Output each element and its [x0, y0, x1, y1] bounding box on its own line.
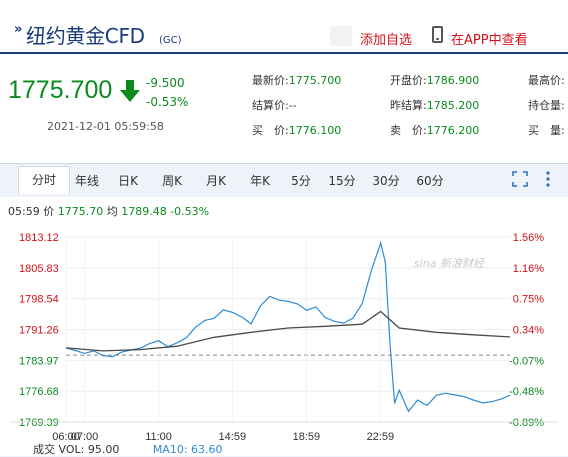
quote-field: 开盘价:1786.900 [390, 69, 479, 88]
chart-stat-line: 05:59 价 1775.70 均 1789.48 -0.53% [8, 203, 209, 219]
period-tabs: 分时 年线 日K 周K 月K 年K 5分 15分 30分 60分 [18, 166, 568, 194]
quote-field-label: 昨结算: [390, 99, 427, 112]
header-divider [0, 52, 568, 54]
quote-field-label: 买 量: [528, 124, 565, 137]
tab-5[interactable]: 年K [250, 174, 270, 188]
volume-value: VOL: 95.00 [58, 443, 120, 456]
price-change: -9.500 -0.53% [146, 74, 188, 112]
y-tick-pct: -0.89% [509, 417, 544, 429]
stat-avg-label: 均 [106, 205, 118, 218]
change-value: -9.500 [146, 76, 185, 90]
quote-field-value: 1775.700 [288, 74, 342, 87]
quote-field-value: 1785.200 [426, 99, 480, 112]
quote-field: 昨结算:1785.200 [390, 94, 479, 113]
y-tick-pct: -0.48% [509, 386, 544, 398]
x-tick-label: 22:59 [367, 431, 395, 443]
add-watchlist-button[interactable]: 添加自选 [360, 33, 413, 48]
watchlist-icon[interactable] [330, 26, 352, 46]
contract-code: (GC) [159, 35, 182, 46]
x-tick-label: 06:00 [52, 431, 80, 443]
change-percent: -0.53% [146, 95, 189, 109]
quote-field-value: -- [288, 99, 297, 112]
y-tick-pct: 1.16% [513, 263, 544, 275]
volume-line: 成交 VOL: 95.00 MA10: 63.60 [33, 441, 223, 457]
y-tick-label: 1776.68 [19, 386, 59, 398]
more-menu-icon[interactable] [544, 170, 552, 188]
chart-area [0, 197, 568, 456]
title-chevron-icon: » [14, 22, 23, 37]
tab-1[interactable]: 年线 [74, 174, 99, 188]
y-tick-label: 1791.26 [19, 324, 59, 336]
y-tick-label: 1805.83 [19, 263, 59, 275]
quote-field-value: 1776.100 [288, 124, 342, 137]
x-tick-label: 14:59 [219, 431, 247, 443]
x-tick-label: 07:00 [71, 431, 99, 443]
quote-field: 结算价:-- [252, 94, 297, 113]
y-tick-label: 1813.12 [19, 232, 59, 244]
open-app-button[interactable]: 在APP中查看 [451, 33, 528, 48]
quote-field: 持仓量: [528, 94, 565, 113]
x-tick-label: 11:00 [145, 431, 172, 443]
quote-timestamp: 2021-12-01 05:59:58 [47, 120, 164, 133]
quote-field-label: 最新价: [252, 74, 289, 87]
y-tick-pct: 1.56% [513, 232, 544, 244]
tab-6[interactable]: 5分 [291, 174, 311, 188]
phone-icon[interactable] [432, 26, 443, 43]
stat-time: 05:59 [8, 205, 40, 218]
price-line [65, 240, 511, 413]
average-line [65, 310, 511, 352]
stat-price-label: 价 [43, 205, 55, 218]
stat-change-pct: -0.53% [170, 205, 210, 218]
quote-field: 最新价:1775.700 [252, 69, 341, 88]
y-tick-pct: 0.34% [513, 324, 544, 336]
quote-field-value: 1786.900 [426, 74, 480, 87]
quote-field: 卖 价:1776.200 [390, 119, 479, 138]
down-arrow-icon [120, 80, 140, 102]
tab-4[interactable]: 月K [206, 174, 226, 188]
tab-2[interactable]: 日K [118, 174, 138, 188]
quote-field-label: 结算价: [252, 99, 289, 112]
tab-0[interactable]: 分时 [18, 166, 70, 194]
y-tick-label: 1798.54 [19, 294, 59, 306]
x-tick-label: 18:59 [293, 431, 321, 443]
quote-field-label: 卖 价: [390, 124, 427, 137]
y-tick-label: 1783.97 [19, 355, 59, 367]
last-price: 1775.700 [8, 76, 113, 104]
quote-field-value: 1776.200 [426, 124, 480, 137]
intraday-chart[interactable]: 1813.12 1.56% 1805.83 1.16% 1798.54 0.75% 1791… [0, 222, 568, 456]
page-title: 纽约黄金CFD [26, 24, 145, 48]
y-tick-pct: 0.75% [513, 294, 544, 306]
tab-3[interactable]: 周K [162, 174, 182, 188]
tab-8[interactable]: 30分 [372, 174, 400, 188]
quote-field-label: 买 价: [252, 124, 289, 137]
volume-label: 成交 [33, 443, 55, 456]
quote-field: 买 价:1776.100 [252, 119, 341, 138]
fullscreen-icon[interactable] [512, 171, 528, 187]
tab-9[interactable]: 60分 [416, 174, 444, 188]
quote-field-label: 持仓量: [528, 99, 565, 112]
ma10-value: MA10: 63.60 [152, 443, 223, 456]
y-tick-label: 1769.39 [19, 417, 59, 429]
quote-field-label: 最高价: [528, 74, 565, 87]
quote-field: 最高价: [528, 69, 565, 88]
y-tick-pct: -0.07% [509, 355, 544, 367]
quote-field: 买 量: [528, 119, 565, 138]
stat-avg: 1789.48 [121, 205, 167, 218]
sina-watermark: sina 新浪财经 [414, 257, 484, 270]
stat-price: 1775.70 [57, 205, 104, 218]
quote-field-label: 开盘价: [390, 74, 427, 87]
tab-7[interactable]: 15分 [328, 174, 356, 188]
